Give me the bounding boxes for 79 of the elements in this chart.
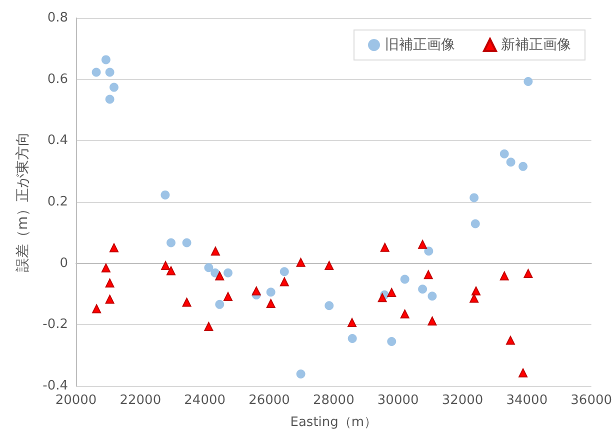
y-tick-label: 0 xyxy=(60,256,68,271)
point xyxy=(252,286,261,296)
point xyxy=(506,158,516,167)
x-axis-title: Easting（m） xyxy=(290,415,378,430)
point xyxy=(166,238,176,248)
point xyxy=(470,294,479,303)
point xyxy=(166,266,176,276)
point xyxy=(424,246,434,256)
legend-label: 新補正画像 xyxy=(501,37,571,53)
point xyxy=(428,292,437,301)
point xyxy=(105,278,114,288)
point xyxy=(470,219,480,228)
point xyxy=(400,274,410,284)
point xyxy=(160,190,170,200)
point xyxy=(215,271,224,280)
point xyxy=(518,368,528,378)
point xyxy=(101,55,110,64)
point xyxy=(500,271,509,280)
point xyxy=(387,288,396,297)
point xyxy=(418,284,428,294)
point xyxy=(105,94,114,104)
point xyxy=(210,268,220,278)
point xyxy=(524,76,533,86)
point xyxy=(92,68,101,77)
point xyxy=(204,322,214,332)
y-tick-label: 0.6 xyxy=(47,72,68,87)
x-tick-label: 32000 xyxy=(442,393,484,408)
y-tick-label: 0.2 xyxy=(47,194,68,210)
point xyxy=(182,298,192,307)
point xyxy=(215,300,224,309)
point xyxy=(204,263,214,272)
point xyxy=(110,82,119,92)
point xyxy=(506,336,515,345)
point xyxy=(296,370,306,379)
point xyxy=(266,299,276,308)
point xyxy=(92,304,102,314)
x-tick-label: 26000 xyxy=(248,393,290,408)
legend-label: 旧補正画像 xyxy=(385,37,455,53)
point xyxy=(470,193,479,202)
y-tick-label: 0.4 xyxy=(47,133,68,148)
point xyxy=(105,68,114,77)
point xyxy=(182,238,192,248)
x-tick-label: 24000 xyxy=(184,393,226,408)
point xyxy=(266,288,276,297)
point xyxy=(418,240,428,249)
point xyxy=(324,301,334,310)
point xyxy=(210,246,220,256)
point xyxy=(324,260,334,270)
point xyxy=(378,293,387,302)
y-tick-label: -0.4 xyxy=(42,378,68,394)
point xyxy=(101,263,110,272)
point xyxy=(400,309,410,318)
point xyxy=(280,267,289,276)
point xyxy=(280,277,289,286)
point xyxy=(472,286,481,296)
x-tick-label: 30000 xyxy=(377,393,419,408)
x-tick-label: 36000 xyxy=(570,393,612,408)
point xyxy=(524,268,533,278)
point xyxy=(224,292,233,301)
y-tick-label: -0.2 xyxy=(42,317,68,332)
x-tick-label: 20000 xyxy=(55,393,97,408)
y-axis-title: 誤差（m）正が東方向 xyxy=(15,132,31,272)
point xyxy=(348,334,357,343)
point xyxy=(424,270,433,280)
point xyxy=(348,318,357,328)
point xyxy=(296,258,306,267)
y-tick-label: 0.8 xyxy=(47,10,68,26)
point xyxy=(387,337,396,346)
point xyxy=(161,260,170,270)
point xyxy=(224,268,233,278)
x-tick-label: 28000 xyxy=(312,393,354,408)
x-tick-label: 34000 xyxy=(506,393,548,408)
point xyxy=(105,294,114,304)
point xyxy=(500,149,509,158)
x-tick-label: 22000 xyxy=(120,393,162,408)
point xyxy=(428,316,437,326)
point xyxy=(110,243,119,252)
point xyxy=(380,242,390,252)
point xyxy=(518,162,528,171)
